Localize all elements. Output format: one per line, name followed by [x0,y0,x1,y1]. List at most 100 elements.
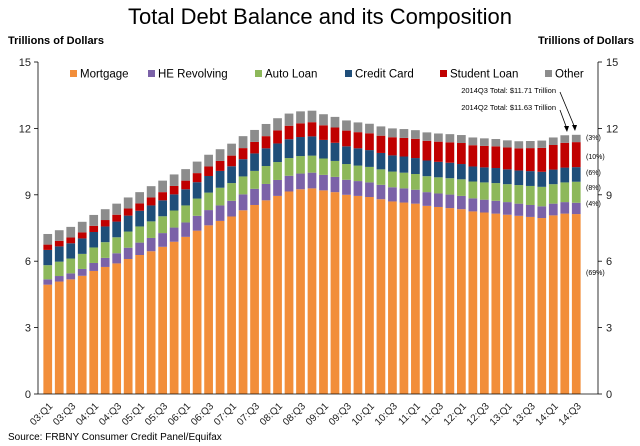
bar-segment-credit-card [77,238,87,254]
legend: Mortgage HE Revolving Auto Loan Credit Card… [70,69,584,81]
bar-segment-mortgage [123,258,133,394]
bar-segment-auto-loan [215,187,225,206]
bar-segment-other [250,129,259,142]
bar-segment-mortgage [525,216,535,394]
bar-segment-mortgage [457,209,466,394]
bar-segment-auto-loan [89,247,99,263]
x-tick-label: 08:Q1 [258,401,285,428]
bar-segment-mortgage [169,241,179,394]
bar-segment-credit-card [296,137,305,157]
bar-segment-student-loan [250,141,259,154]
bar-segment-student-loan [181,180,190,190]
share-label: (4%) [586,201,601,208]
bar-segment-credit-card [445,162,455,179]
bar-segment-auto-loan [227,183,236,201]
x-tick-label: 06:Q3 [189,401,216,428]
bar-segment-other [548,137,558,145]
bar-segment-mortgage [353,195,363,394]
bar-segment-mortgage [319,190,328,394]
bar-segment-other [112,203,122,215]
bar-segment-credit-card [399,156,409,173]
bar-segment-he-revolving [537,206,547,219]
bar-segment-he-revolving [135,242,145,255]
bar-segment-auto-loan [422,176,432,193]
bar-segment-student-loan [158,192,167,201]
bar-segment-credit-card [411,158,420,174]
bar-segment-other [445,134,455,143]
bar-segment-credit-card [353,148,363,166]
bar-segment-auto-loan [123,231,133,248]
bar-segment-credit-card [227,166,236,184]
bar-segment-credit-card [215,170,225,188]
bar-segment-other [457,135,466,144]
bar-segment-other [525,141,535,149]
bar-segment-other [238,136,248,149]
bar-segment-other [307,110,317,123]
y-tick-label-right: 15 [606,57,618,69]
bar-segment-auto-loan [514,185,524,204]
bar-segment-he-revolving [376,184,386,200]
x-tick-label: 14:Q1 [534,401,561,428]
bar-segment-other [169,174,179,186]
bar-segment-credit-card [204,175,213,193]
bar-segment-auto-loan [112,237,122,254]
bar-segment-auto-loan [43,265,53,280]
bar-segment-student-loan [54,240,64,247]
share-label: (3%) [586,135,601,142]
source-note: Source: FRBNY Consumer Credit Panel/Equi… [8,432,222,443]
bar-segment-mortgage [502,214,512,394]
legend-label: Credit Card [355,69,414,81]
bar-segment-auto-loan [238,176,248,195]
bar-segment-student-loan [330,127,340,143]
annotation-q3-arrowhead [572,125,577,131]
bar-segment-auto-loan [192,198,202,216]
bar-segment-mortgage [273,195,282,394]
bar-segment-he-revolving [146,237,156,252]
bar-segment-mortgage [100,266,110,394]
y-tick-label-left: 12 [19,123,31,135]
bar-segment-credit-card [319,139,328,159]
bar-segment-mortgage [479,212,489,394]
bar-segment-he-revolving [192,215,202,231]
bar-segment-student-loan [192,173,202,183]
bar-segment-mortgage [434,206,443,394]
bar-segment-auto-loan [204,192,213,211]
bar-segment-student-loan [89,225,99,232]
bar-segment-auto-loan [273,162,282,180]
bar-segment-auto-loan [135,226,145,243]
x-tick-label: 10:Q3 [373,401,400,428]
bar-segment-credit-card [273,143,282,163]
bar-segment-other [89,214,99,226]
bar-segment-he-revolving [100,257,110,267]
bar-segment-credit-card [284,139,294,159]
bar-segment-credit-card [502,169,512,185]
bar-segment-student-loan [261,136,271,149]
y-tick-label-right: 0 [606,389,612,401]
x-tick-label: 04:Q3 [97,401,124,428]
bar-segment-student-loan [204,166,213,176]
bar-segment-he-revolving [365,182,374,198]
x-tick-label: 09:Q3 [327,401,354,428]
bar-segment-student-loan [445,142,455,163]
bar-segment-mortgage [227,216,236,394]
bar-segment-mortgage [284,191,294,394]
bar-segment-he-revolving [112,253,122,264]
bar-segment-mortgage [135,255,145,394]
bar-segment-auto-loan [250,170,259,189]
legend-swatch [545,70,552,77]
legend-swatch [440,70,447,77]
bar-segment-auto-loan [537,186,547,207]
bar-segment-mortgage [388,201,397,394]
bar-segment-auto-loan [100,242,110,258]
bar-segment-mortgage [537,218,547,394]
bar-segment-auto-loan [77,253,87,269]
bar-segment-credit-card [422,160,432,177]
bar-segment-credit-card [388,155,397,172]
x-tick-label: 03:Q3 [51,401,78,428]
bar-segment-other [284,113,294,126]
bar-segment-mortgage [491,213,501,394]
bar-segment-credit-card [181,189,190,206]
bar-segment-he-revolving [261,183,271,201]
bar-segment-student-loan [388,137,397,156]
bar-segment-student-loan [434,141,443,162]
